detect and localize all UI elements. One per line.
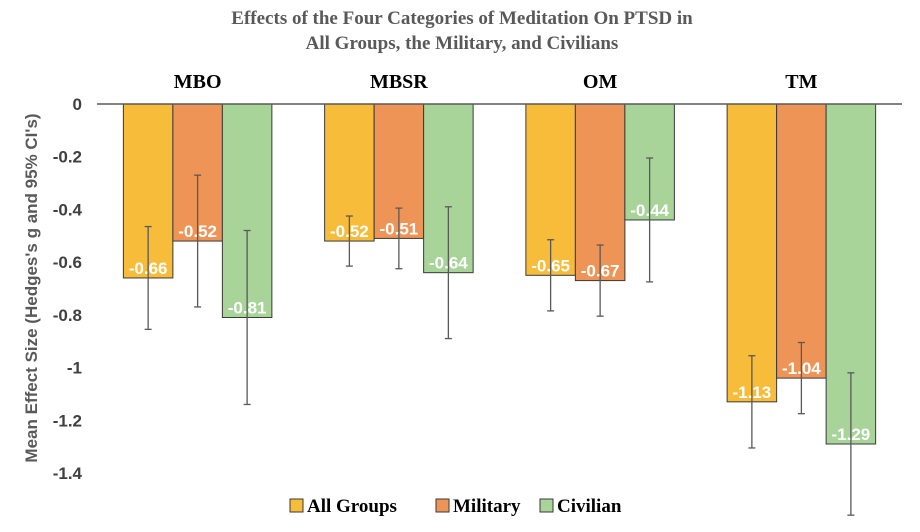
error-bar	[194, 174, 202, 308]
legend-swatch	[289, 498, 304, 513]
error-bar	[144, 225, 152, 331]
error-bar	[797, 341, 805, 415]
bar	[726, 103, 778, 403]
category-label: TM	[785, 71, 817, 93]
error-bar	[243, 229, 251, 406]
data-label: -0.66	[129, 259, 168, 278]
error-bar	[547, 239, 555, 312]
error-bar	[847, 372, 855, 516]
category-label: OM	[583, 71, 618, 93]
legend-swatch	[435, 498, 450, 513]
data-label: -1.04	[782, 359, 821, 378]
y-tick-label: -0.6	[53, 253, 82, 272]
error-bar	[646, 157, 654, 283]
data-label: -1.13	[733, 383, 772, 402]
legend-label: Civilian	[557, 496, 622, 517]
legend: All Groups Military Civilian	[289, 496, 622, 517]
legend-swatch	[539, 498, 554, 513]
legend-label: All Groups	[307, 496, 397, 517]
error-bar	[345, 215, 353, 267]
y-axis-ticks: 0 -0.2 -0.4 -0.6 -0.8 -1 -1.2 -1.4	[53, 95, 83, 483]
data-label: -0.52	[178, 222, 217, 241]
chart-title-line-1: Effects of the Four Categories of Medita…	[231, 8, 693, 29]
y-tick-label: 0	[73, 95, 82, 114]
y-tick-label: -0.8	[53, 306, 82, 325]
bar	[776, 103, 827, 379]
data-label: -0.67	[581, 262, 620, 281]
y-tick-label: -1.2	[53, 411, 82, 430]
data-labels: -0.66 -0.52 -0.81 -0.52 -0.51 -0.64 -0.65 -0.67…	[129, 201, 871, 444]
legend-item: Civilian	[539, 496, 622, 517]
y-tick-label: -1.4	[53, 464, 83, 483]
group-labels: MBO MBSR OM TM	[174, 71, 818, 93]
error-bar	[748, 355, 756, 449]
bars	[122, 103, 877, 445]
data-label: -0.51	[380, 219, 419, 238]
error-bars	[144, 157, 855, 516]
y-tick-label: -1	[67, 359, 82, 378]
y-axis-label: Mean Effect Size (Hedges's g and 95% CI'…	[22, 113, 41, 462]
data-label: -0.64	[429, 254, 468, 273]
legend-item: Military	[435, 496, 521, 517]
legend-label: Military	[453, 496, 521, 517]
error-bar	[444, 206, 452, 340]
data-label: -0.52	[330, 222, 369, 241]
error-bar	[395, 207, 403, 270]
category-label: MBO	[174, 71, 222, 93]
y-tick-label: -0.2	[53, 148, 82, 167]
error-bar	[596, 244, 604, 317]
data-label: -0.81	[228, 298, 267, 317]
data-label: -0.65	[531, 256, 570, 275]
category-label: MBSR	[370, 71, 428, 93]
data-label: -1.29	[832, 425, 871, 444]
y-tick-label: -0.4	[53, 200, 83, 219]
data-label: -0.44	[630, 201, 669, 220]
legend-item: All Groups	[289, 496, 397, 517]
chart-title-line-2: All Groups, the Military, and Civilians	[306, 33, 619, 54]
